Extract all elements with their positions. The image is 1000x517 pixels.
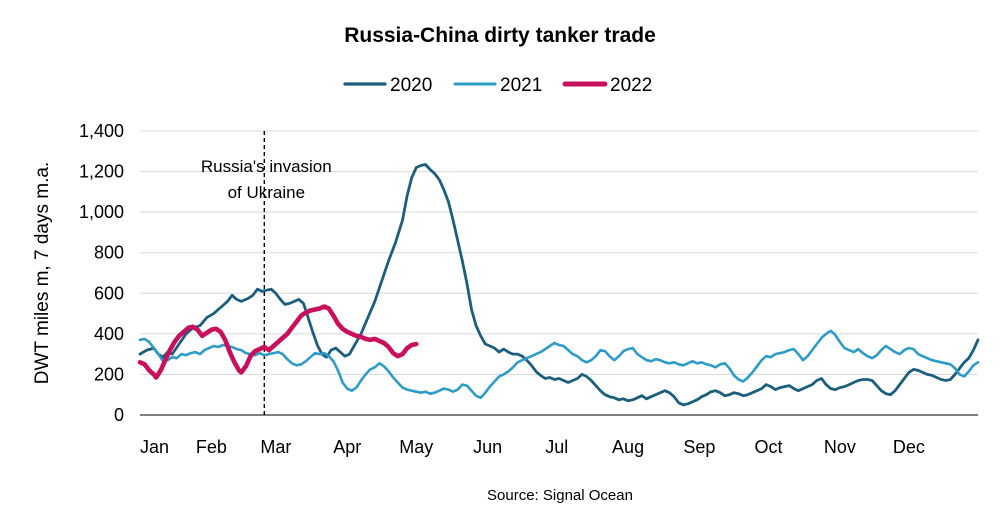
- x-tick-label-jul: Jul: [545, 437, 568, 457]
- legend-label-2021: 2021: [500, 75, 542, 96]
- x-tick-label-oct: Oct: [754, 437, 782, 457]
- legend-label-2020: 2020: [390, 75, 432, 96]
- x-tick-label-jan: Jan: [140, 437, 169, 457]
- legend-label-2022: 2022: [610, 75, 652, 96]
- series-line-2020: [138, 163, 980, 407]
- y-tick-label: 1,000: [79, 202, 124, 222]
- y-tick-label: 400: [94, 324, 124, 344]
- legend-item-2022: 2022: [562, 75, 652, 96]
- legend-item-2020: 2020: [343, 75, 432, 96]
- series-line-2021: [138, 329, 980, 400]
- x-tick-label-mar: Mar: [260, 437, 291, 457]
- series-line-2022: [137, 304, 419, 380]
- chart-title: Russia-China dirty tanker trade: [344, 24, 656, 47]
- x-tick-label-aug: Aug: [612, 437, 644, 457]
- x-tick-label-jun: Jun: [473, 437, 502, 457]
- x-tick-label-sep: Sep: [683, 437, 715, 457]
- x-tick-label-nov: Nov: [824, 437, 856, 457]
- x-tick-label-apr: Apr: [333, 437, 361, 457]
- y-axis-label: DWT miles m, 7 days m.a.: [32, 162, 53, 384]
- annotation-text-line: of Ukraine: [228, 183, 305, 202]
- legend-item-2021: 2021: [453, 75, 542, 96]
- annotation-text-line: Russia's invasion: [201, 157, 332, 176]
- y-tick-label: 600: [94, 283, 124, 303]
- y-tick-label: 0: [114, 405, 124, 425]
- y-axis-ticks: 0 200 400 600 800 1,000 1,200 1,400: [79, 121, 124, 425]
- y-tick-label: 1,200: [79, 162, 124, 182]
- x-tick-label-feb: Feb: [196, 437, 227, 457]
- grid: [140, 130, 978, 375]
- invasion-annotation: Russia's invasion of Ukraine: [201, 131, 332, 415]
- source-note: Source: Signal Ocean: [487, 487, 633, 504]
- x-axis-ticks: Jan Feb Mar Apr May Jun Jul Aug Sep Oct Nov Dec: [140, 437, 925, 457]
- x-tick-label-dec: Dec: [893, 437, 925, 457]
- y-tick-label: 800: [94, 243, 124, 263]
- y-tick-label: 200: [94, 364, 124, 384]
- series-lines: [137, 163, 980, 407]
- legend: 2020 2021 2022: [343, 75, 652, 96]
- x-tick-label-may: May: [399, 437, 433, 457]
- y-tick-label: 1,400: [79, 121, 124, 141]
